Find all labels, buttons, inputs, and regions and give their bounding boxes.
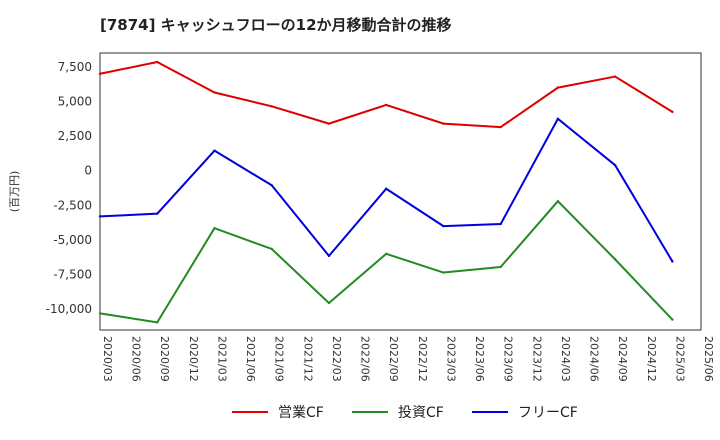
x-tick-label: 2020/09 <box>158 336 171 382</box>
data-point-0-3 <box>270 105 273 108</box>
data-point-0-7 <box>499 125 502 129</box>
data-point-2-2 <box>213 149 216 152</box>
data-point-1-5 <box>384 252 388 256</box>
data-point-1-8 <box>556 199 560 203</box>
data-point-1-2 <box>213 227 216 230</box>
data-point-0-1 <box>156 60 159 64</box>
data-point-0-8 <box>556 86 560 89</box>
y-tick-label: 2,500 <box>58 129 92 143</box>
x-tick-label: 2020/03 <box>101 336 114 382</box>
data-point-2-8 <box>556 117 560 120</box>
data-point-2-4 <box>327 254 331 258</box>
legend-item-free-cf: フリーCF <box>472 402 578 422</box>
data-point-0-9 <box>613 75 617 78</box>
x-tick-label: 2025/06 <box>702 336 715 382</box>
data-point-0-0 <box>98 72 102 75</box>
y-tick-label: 5,000 <box>58 94 92 108</box>
x-tick-label: 2021/12 <box>301 336 314 382</box>
data-point-0-10 <box>671 110 674 114</box>
data-point-1-0 <box>98 312 102 315</box>
y-tick-label: -10,000 <box>46 302 92 316</box>
x-tick-label: 2025/03 <box>673 336 686 382</box>
y-tick-label: -5,000 <box>53 233 92 247</box>
legend-item-operating-cf: 営業CF <box>232 402 324 422</box>
data-point-1-10 <box>671 318 674 321</box>
x-tick-label: 2022/12 <box>416 336 429 382</box>
legend-swatch-blue <box>472 411 508 413</box>
legend-swatch-red <box>232 411 268 413</box>
plot-area <box>99 52 702 331</box>
data-point-2-5 <box>384 187 388 190</box>
x-tick-label: 2023/12 <box>530 336 543 382</box>
data-point-2-0 <box>98 215 102 218</box>
x-tick-label: 2021/06 <box>244 336 257 382</box>
y-tick-label: -7,500 <box>53 268 92 282</box>
data-point-0-5 <box>384 103 388 107</box>
data-point-2-10 <box>671 260 674 263</box>
data-point-1-3 <box>270 247 273 251</box>
data-point-1-9 <box>613 258 617 261</box>
data-point-0-4 <box>327 122 331 125</box>
legend-label-free-cf: フリーCF <box>518 405 578 421</box>
data-point-2-3 <box>270 184 273 187</box>
x-tick-label: 2022/03 <box>330 336 343 382</box>
x-tick-label: 2024/09 <box>616 336 629 382</box>
legend-item-investing-cf: 投資CF <box>352 402 444 422</box>
x-tick-label: 2024/06 <box>588 336 601 382</box>
legend-label-operating-cf: 営業CF <box>278 405 324 421</box>
y-tick-label: 0 <box>84 164 92 178</box>
y-axis-label: (百万円) <box>8 171 21 213</box>
data-point-2-9 <box>613 163 617 167</box>
legend-label-investing-cf: 投資CF <box>398 405 444 421</box>
x-tick-label: 2022/09 <box>387 336 400 382</box>
data-point-0-6 <box>442 122 445 125</box>
x-tick-label: 2024/12 <box>645 336 658 382</box>
data-point-1-7 <box>499 265 502 269</box>
x-tick-label: 2020/12 <box>187 336 200 382</box>
x-tick-label: 2023/09 <box>502 336 515 382</box>
legend-swatch-green <box>352 411 388 413</box>
x-tick-label: 2022/06 <box>359 336 372 382</box>
x-tick-label: 2021/03 <box>215 336 228 382</box>
data-point-2-7 <box>499 222 502 226</box>
x-tick-label: 2023/03 <box>444 336 457 382</box>
data-point-1-6 <box>442 271 445 274</box>
data-point-2-6 <box>442 224 445 228</box>
y-tick-label: -2,500 <box>53 198 92 212</box>
x-tick-label: 2021/09 <box>273 336 286 382</box>
data-point-2-1 <box>156 212 159 215</box>
chart-title: [7874] キャッシュフローの12か月移動合計の推移 <box>100 16 452 34</box>
x-tick-label: 2020/06 <box>130 336 143 382</box>
data-point-1-4 <box>327 301 331 305</box>
data-point-1-1 <box>156 321 159 324</box>
y-tick-label: 7,500 <box>58 60 92 74</box>
x-tick-label: 2024/03 <box>559 336 572 382</box>
x-tick-label: 2023/06 <box>473 336 486 382</box>
data-point-0-2 <box>213 91 216 94</box>
